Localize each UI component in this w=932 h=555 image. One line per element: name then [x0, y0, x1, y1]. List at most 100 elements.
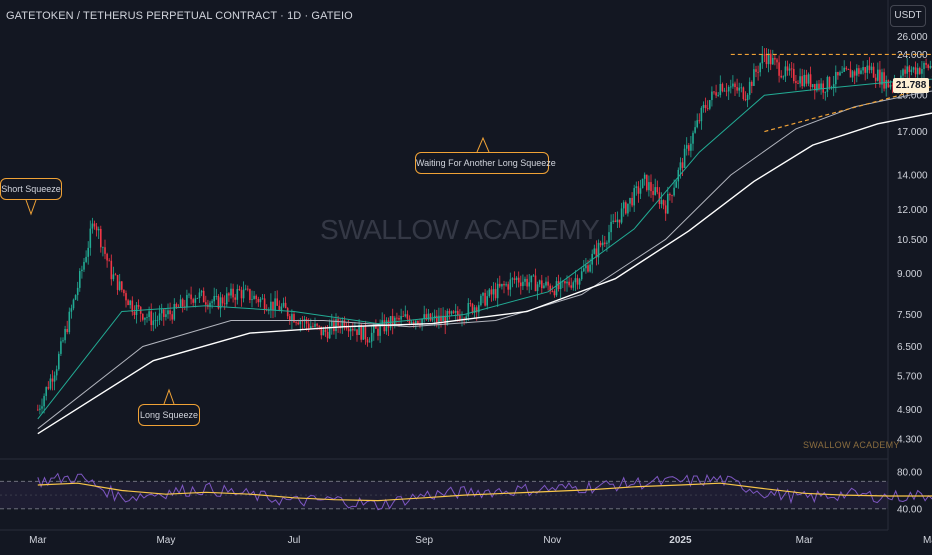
candle-body: [646, 175, 648, 190]
candle-body: [415, 321, 417, 323]
candle-body: [188, 295, 190, 296]
candle-body: [804, 75, 806, 86]
chart-title: GATETOKEN / TETHERUS PERPETUAL CONTRACT …: [6, 10, 353, 22]
candle-body: [888, 80, 890, 87]
candle-body: [570, 285, 572, 287]
candle-body: [247, 289, 249, 290]
candle-body: [795, 81, 797, 83]
candle-body: [323, 330, 325, 336]
candle-body: [627, 204, 629, 214]
candle-body: [407, 314, 409, 318]
currency-badge[interactable]: USDT: [890, 5, 926, 27]
candle-body: [768, 54, 770, 64]
candle-body: [48, 387, 50, 389]
candle-body: [87, 248, 89, 257]
candle-body: [472, 304, 474, 313]
candle-body: [699, 120, 701, 121]
candle-body: [541, 280, 543, 288]
candle-body: [806, 75, 808, 84]
candle-body: [327, 332, 329, 338]
candle-body: [843, 68, 845, 72]
candle-body: [411, 322, 413, 323]
y-tick-label: 4.900: [897, 405, 922, 416]
candle-body: [253, 296, 255, 299]
candle-body: [102, 247, 104, 248]
candle-body: [507, 284, 509, 289]
candle-body: [66, 329, 68, 332]
candle-body: [211, 301, 213, 302]
candle-body: [673, 188, 675, 196]
candle-body: [654, 187, 656, 195]
watermark: SWALLOW ACADEMY: [320, 214, 599, 246]
candle-body: [388, 320, 390, 327]
candle-body: [524, 279, 526, 282]
candle-body: [493, 289, 495, 294]
y-tick-label: 5.700: [897, 371, 922, 382]
candle-body: [300, 321, 302, 325]
candle-body: [468, 303, 470, 316]
candle-body: [738, 88, 740, 91]
candle-body: [56, 369, 58, 375]
candle-body: [163, 309, 165, 317]
candle-body: [724, 91, 726, 92]
candle-body: [331, 321, 333, 326]
candle-body: [717, 95, 719, 96]
candle-body: [650, 182, 652, 191]
candle-body: [451, 311, 453, 313]
candle-body: [749, 82, 751, 95]
candle-body: [270, 302, 272, 310]
candle-body: [486, 296, 488, 305]
y-tick-label: 4.300: [897, 434, 922, 445]
candle-body: [396, 318, 398, 319]
candle-body: [692, 133, 694, 144]
candle-body: [732, 84, 734, 87]
candle-body: [518, 278, 520, 283]
candle-body: [279, 306, 281, 311]
candle-body: [665, 205, 667, 213]
candle-body: [648, 182, 650, 190]
candle-body: [113, 274, 115, 279]
candle-body: [360, 325, 362, 340]
candle-body: [726, 91, 728, 92]
candle-body: [237, 289, 239, 300]
candle-body: [839, 72, 841, 75]
candle-body: [652, 191, 654, 195]
candle-body: [783, 76, 785, 77]
candle-body: [909, 66, 911, 72]
x-tick-label: May: [156, 535, 175, 546]
candle-body: [272, 302, 274, 311]
candle-body: [381, 320, 383, 324]
candle-body: [625, 202, 627, 213]
candle-body: [83, 262, 85, 270]
candle-body: [81, 270, 83, 271]
candle-body: [694, 127, 696, 133]
candle-body: [829, 77, 831, 88]
candle-body: [711, 92, 713, 100]
candle-body: [583, 268, 585, 271]
candle-body: [852, 71, 854, 77]
candle-body: [533, 276, 535, 277]
candle-body: [157, 320, 159, 321]
candle-body: [636, 186, 638, 188]
candle-body: [52, 379, 54, 382]
candle-body: [701, 108, 703, 121]
candle-body: [642, 179, 644, 188]
candle-body: [239, 289, 241, 290]
candle-body: [417, 321, 419, 324]
candle-body: [877, 70, 879, 81]
candle-body: [585, 265, 587, 268]
candle-body: [566, 282, 568, 284]
candle-body: [111, 261, 113, 279]
candle-body: [150, 311, 152, 325]
candle-body: [747, 95, 749, 100]
candle-body: [312, 326, 314, 327]
candle-body: [64, 329, 66, 340]
candle-body: [295, 322, 297, 323]
candle-body: [820, 83, 822, 88]
candle-body: [856, 68, 858, 75]
candle-body: [482, 293, 484, 296]
candle-body: [833, 84, 835, 87]
candle-body: [930, 66, 932, 68]
candle-body: [297, 323, 299, 325]
